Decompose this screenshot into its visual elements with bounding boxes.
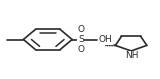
Text: S: S bbox=[78, 35, 84, 44]
Text: NH: NH bbox=[125, 51, 139, 60]
Text: O: O bbox=[77, 25, 84, 34]
Text: OH: OH bbox=[99, 35, 113, 44]
Text: O: O bbox=[77, 45, 84, 54]
